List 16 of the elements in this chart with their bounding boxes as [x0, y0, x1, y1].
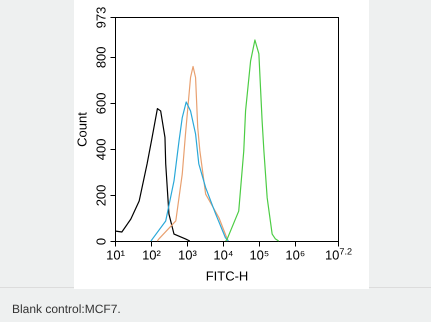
- x-tick-label: 10⁴: [213, 248, 234, 262]
- y-tick-label: 973: [94, 6, 108, 28]
- x-tick-label: 10⁵: [249, 248, 270, 262]
- x-tick-label: 10$^{7.2}$: [324, 246, 352, 262]
- y-tick-label: 400: [94, 138, 108, 160]
- text: Blank control:MCF7.: [12, 302, 121, 316]
- y-tick-label: 800: [94, 46, 108, 68]
- x-tick-label: 10³: [178, 248, 198, 262]
- x-axis-title: FITC-H: [206, 268, 248, 284]
- x-tick-label: 10⁶: [285, 248, 306, 262]
- y-tick-label: 200: [94, 184, 108, 206]
- y-axis-title: Count: [74, 112, 90, 147]
- x-tick-label: 10²: [142, 248, 162, 262]
- y-tick-label: 0: [94, 238, 108, 246]
- y-tick-label: 600: [94, 92, 108, 114]
- x-tick-label: 10¹: [106, 248, 126, 262]
